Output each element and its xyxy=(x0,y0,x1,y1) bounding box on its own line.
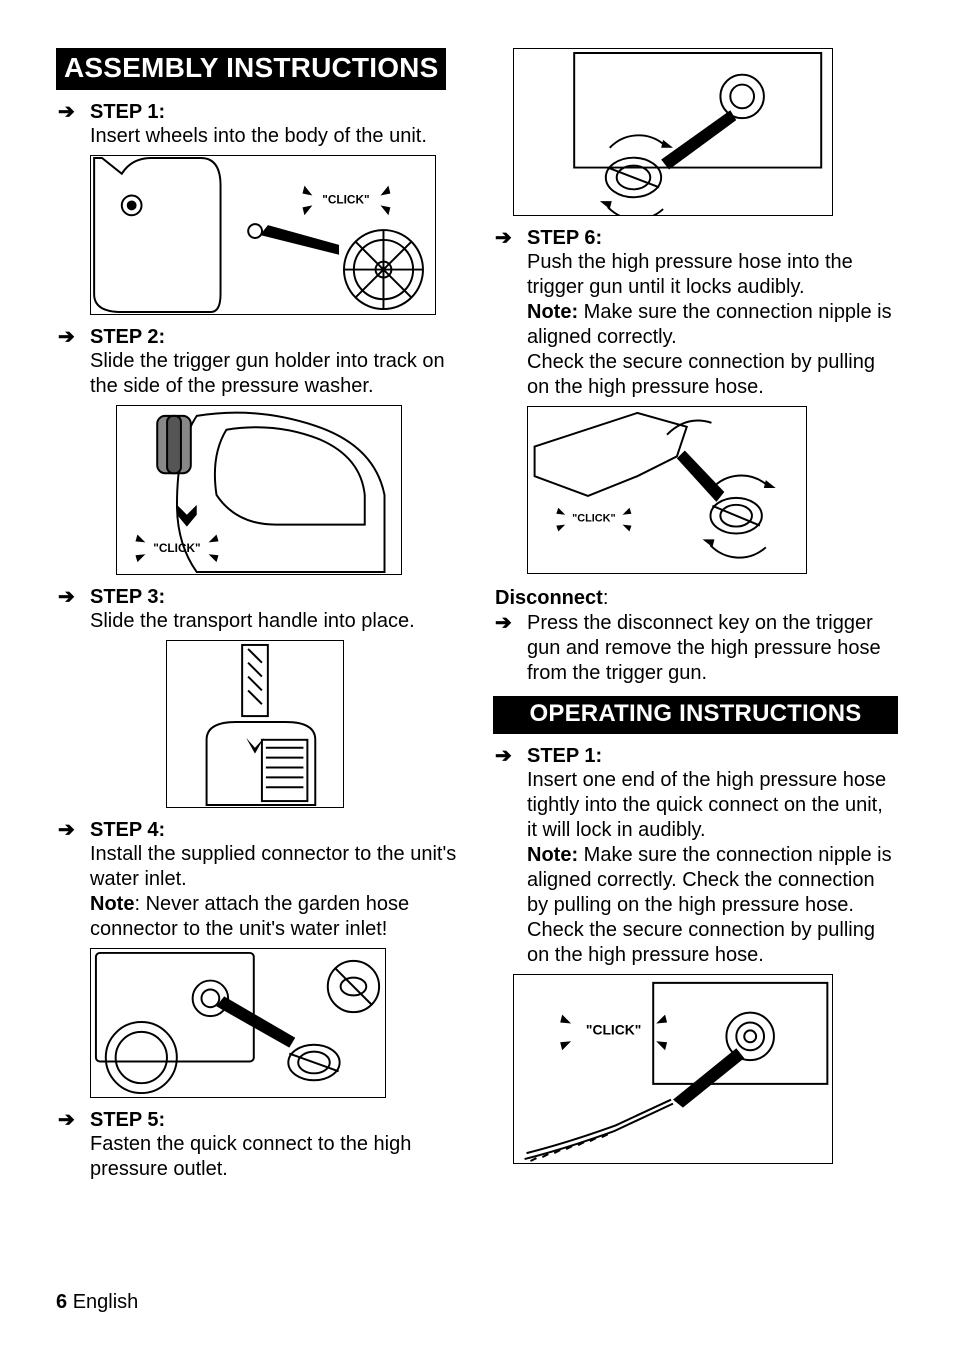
two-column-layout: ASSEMBLY INSTRUCTIONS ➔ STEP 1: Insert w… xyxy=(56,48,898,1268)
click-label: "CLICK" xyxy=(322,192,369,206)
colon: : xyxy=(603,587,609,609)
step-header: ➔ STEP 6: xyxy=(493,226,898,250)
click-label: "CLICK" xyxy=(572,513,615,525)
assembly-step-4: ➔ STEP 4: Install the supplied connector… xyxy=(56,818,461,1104)
step-label: STEP 5: xyxy=(90,1108,165,1132)
note-text: Make sure the connection nipple is align… xyxy=(527,844,892,916)
step-text: Slide the transport handle into place. xyxy=(56,609,461,634)
disconnect-heading: Disconnect: xyxy=(493,586,898,611)
left-column: ASSEMBLY INSTRUCTIONS ➔ STEP 1: Insert w… xyxy=(56,48,461,1268)
step-text-extra: Check the secure connection by pulling o… xyxy=(527,919,875,966)
click-label: "CLICK" xyxy=(153,541,200,555)
assembly-step-1: ➔ STEP 1: Insert wheels into the body of… xyxy=(56,100,461,321)
disconnect-label: Disconnect xyxy=(495,587,603,609)
note-text: Make sure the connection nipple is align… xyxy=(527,301,892,348)
figure-holder-slide: "CLICK" xyxy=(116,405,402,575)
step-header: ➔ STEP 2: xyxy=(56,325,461,349)
figure-hose-gun: "CLICK" xyxy=(527,406,807,574)
manual-page: ASSEMBLY INSTRUCTIONS ➔ STEP 1: Insert w… xyxy=(0,0,954,1354)
step-text: Push the high pressure hose into the tri… xyxy=(493,250,898,400)
assembly-step-5: ➔ STEP 5: Fasten the quick connect to th… xyxy=(56,1108,461,1182)
step-label: STEP 4: xyxy=(90,818,165,842)
arrow-right-icon: ➔ xyxy=(58,819,80,841)
step-header: ➔ STEP 4: xyxy=(56,818,461,842)
step-header: ➔ STEP 5: xyxy=(56,1108,461,1132)
disconnect-item: ➔ Press the disconnect key on the trigge… xyxy=(493,611,898,686)
arrow-right-icon: ➔ xyxy=(495,227,517,249)
disconnect-text: Press the disconnect key on the trigger … xyxy=(527,611,898,686)
arrow-right-icon: ➔ xyxy=(495,745,517,767)
step-text: Insert one end of the high pressure hose… xyxy=(493,768,898,968)
arrow-right-icon: ➔ xyxy=(58,586,80,608)
step-text-extra: Check the secure connection by pulling o… xyxy=(527,351,875,398)
step-label: STEP 3: xyxy=(90,585,165,609)
step-text-main: Install the supplied connector to the un… xyxy=(90,843,456,890)
note-label: Note xyxy=(90,893,134,915)
step-label: STEP 6: xyxy=(527,226,602,250)
operating-instructions-header: OPERATING INSTRUCTIONS xyxy=(493,696,898,734)
figure-wheel-insert: "CLICK" xyxy=(90,155,436,315)
note-text: : Never attach the garden hose connector… xyxy=(90,893,409,940)
figure-connector-inlet xyxy=(90,948,386,1098)
page-language: English xyxy=(73,1291,139,1313)
step-text: Install the supplied connector to the un… xyxy=(56,842,461,942)
step-header: ➔ STEP 1: xyxy=(56,100,461,124)
arrow-right-icon: ➔ xyxy=(495,612,517,634)
figure-hose-unit: "CLICK" xyxy=(513,974,833,1164)
assembly-instructions-header: ASSEMBLY INSTRUCTIONS xyxy=(56,48,446,90)
operating-step-1: ➔ STEP 1: Insert one end of the high pre… xyxy=(493,744,898,1170)
arrow-right-icon: ➔ xyxy=(58,1109,80,1131)
note-label: Note: xyxy=(527,844,578,866)
step-header: ➔ STEP 1: xyxy=(493,744,898,768)
step-text: Fasten the quick connect to the high pre… xyxy=(56,1132,461,1182)
step-text-main: Push the high pressure hose into the tri… xyxy=(527,251,853,298)
note-label: Note: xyxy=(527,301,578,323)
assembly-step-2: ➔ STEP 2: Slide the trigger gun holder i… xyxy=(56,325,461,581)
arrow-right-icon: ➔ xyxy=(58,101,80,123)
step-text: Insert wheels into the body of the unit. xyxy=(56,124,461,149)
click-label: "CLICK" xyxy=(586,1021,641,1037)
step-label: STEP 1: xyxy=(527,744,602,768)
assembly-step-6: ➔ STEP 6: Push the high pressure hose in… xyxy=(493,226,898,580)
page-number: 6 xyxy=(56,1291,67,1313)
step-label: STEP 2: xyxy=(90,325,165,349)
step-text: Slide the trigger gun holder into track … xyxy=(56,349,461,399)
right-column: ➔ STEP 6: Push the high pressure hose in… xyxy=(493,48,898,1268)
step-label: STEP 1: xyxy=(90,100,165,124)
step-header: ➔ STEP 3: xyxy=(56,585,461,609)
figure-handle-slide xyxy=(166,640,344,808)
figure-quick-connect xyxy=(513,48,833,216)
page-footer: 6 English xyxy=(56,1291,138,1314)
assembly-step-3: ➔ STEP 3: Slide the transport handle int… xyxy=(56,585,461,814)
step-text-main: Insert one end of the high pressure hose… xyxy=(527,769,886,841)
arrow-right-icon: ➔ xyxy=(58,326,80,348)
